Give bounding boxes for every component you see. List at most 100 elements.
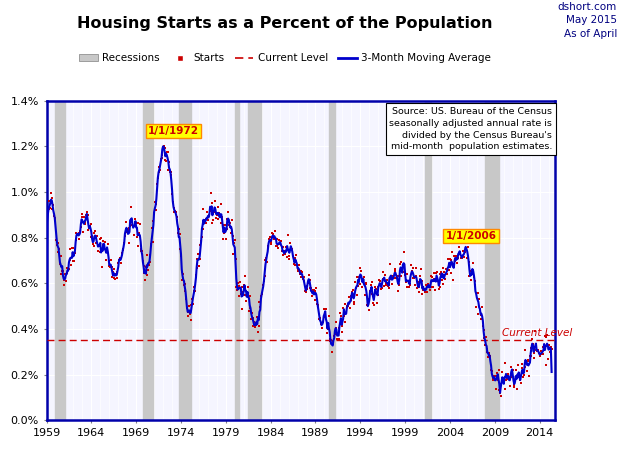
Point xyxy=(514,372,524,380)
Point xyxy=(500,359,510,367)
Point xyxy=(297,269,307,276)
Point xyxy=(103,240,113,247)
Point xyxy=(294,261,304,269)
Point xyxy=(497,374,507,381)
Point xyxy=(115,254,125,261)
Point xyxy=(280,250,290,257)
Point xyxy=(415,272,425,280)
Point xyxy=(458,247,468,255)
Point xyxy=(123,227,133,234)
Point xyxy=(264,236,274,243)
Point xyxy=(328,337,338,345)
Point xyxy=(255,303,265,311)
Point xyxy=(386,275,396,282)
Point xyxy=(162,148,172,155)
Point xyxy=(369,301,379,308)
Point xyxy=(526,352,536,360)
Point xyxy=(467,268,477,276)
Point xyxy=(56,253,66,260)
Point xyxy=(74,229,84,237)
Point xyxy=(82,208,92,216)
Point xyxy=(485,352,495,359)
Point xyxy=(172,217,182,224)
Point xyxy=(356,268,366,275)
Point xyxy=(104,263,114,270)
Point xyxy=(509,384,519,391)
Point xyxy=(340,319,350,326)
Point xyxy=(81,211,91,218)
Point xyxy=(125,224,135,231)
Point xyxy=(144,261,154,268)
Point xyxy=(513,361,523,368)
Point xyxy=(416,266,426,273)
Point xyxy=(457,254,467,261)
Point xyxy=(55,260,65,268)
Point xyxy=(402,270,412,277)
Point xyxy=(84,225,94,232)
Point xyxy=(326,336,336,343)
Point xyxy=(106,256,116,264)
Point xyxy=(362,302,372,309)
Point xyxy=(418,287,428,294)
Point xyxy=(330,330,340,338)
Point xyxy=(439,268,449,275)
Point xyxy=(62,264,72,271)
Point xyxy=(277,248,287,255)
Point xyxy=(176,252,186,260)
Point xyxy=(467,268,477,276)
Point xyxy=(478,323,488,330)
Point xyxy=(530,327,540,335)
Point xyxy=(148,238,157,245)
Point xyxy=(70,250,80,257)
Point xyxy=(422,288,432,295)
Point xyxy=(198,205,208,213)
Point xyxy=(443,255,453,263)
Point xyxy=(293,265,303,272)
Point xyxy=(471,277,480,285)
Point xyxy=(414,288,424,296)
Point xyxy=(451,253,461,260)
Point xyxy=(212,212,222,219)
Point xyxy=(334,324,343,331)
Point xyxy=(206,190,216,197)
Point xyxy=(229,240,239,247)
Point xyxy=(417,291,427,298)
Point xyxy=(96,235,106,242)
Point xyxy=(452,259,462,266)
Point xyxy=(286,243,296,250)
Point xyxy=(298,276,308,283)
Point xyxy=(172,214,182,221)
Point xyxy=(159,156,169,164)
Point xyxy=(427,274,437,281)
Point xyxy=(105,264,115,271)
Point xyxy=(545,348,555,356)
Point xyxy=(133,242,143,249)
Point xyxy=(456,249,466,256)
Point xyxy=(110,266,120,273)
Point xyxy=(254,298,264,306)
Point xyxy=(541,361,551,369)
Point xyxy=(540,332,550,339)
Point xyxy=(290,262,300,269)
Point xyxy=(450,253,459,260)
Point xyxy=(389,275,399,282)
Point xyxy=(299,273,309,281)
Point xyxy=(463,244,473,251)
Point xyxy=(275,239,285,247)
Point xyxy=(357,283,367,290)
Point xyxy=(305,285,315,292)
Point xyxy=(500,386,510,393)
Point xyxy=(188,300,198,307)
Point xyxy=(50,216,60,223)
Point xyxy=(97,237,107,244)
Point xyxy=(486,367,496,374)
Point xyxy=(81,221,91,228)
Point xyxy=(307,293,317,300)
Point xyxy=(371,286,381,293)
Point xyxy=(407,267,417,275)
Point xyxy=(118,245,128,253)
Point xyxy=(432,268,442,276)
Point xyxy=(221,235,231,243)
Point xyxy=(242,292,252,299)
Point xyxy=(532,346,542,354)
